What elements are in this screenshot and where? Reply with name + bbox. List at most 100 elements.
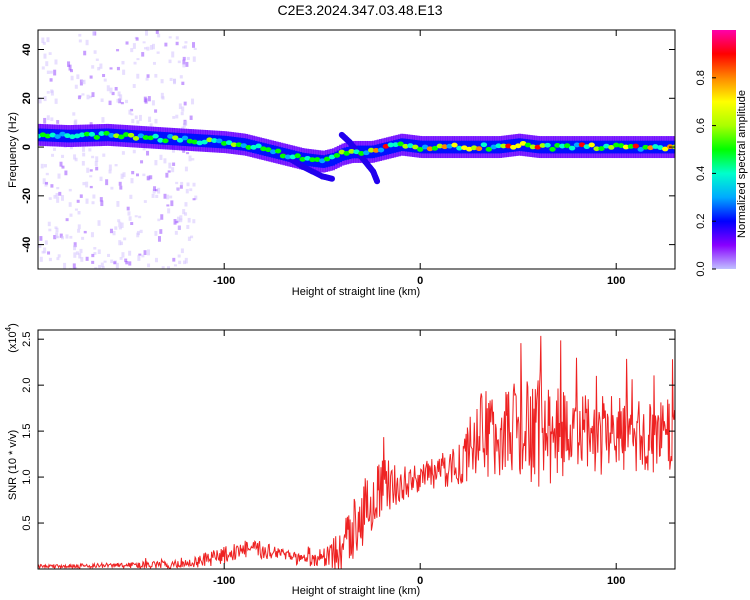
spectrogram-speckle [51,153,55,157]
spectrogram-speckle [72,112,76,116]
spectrogram-speckle [127,211,131,216]
snr-multiplier-base: (x10 [7,331,19,352]
spectrogram-speckle [184,166,188,172]
ridge-core [598,146,605,151]
ridge-branch [329,175,335,182]
spectrogram-speckle [50,89,54,94]
snr-line [38,335,675,569]
spectrogram-speckle [144,30,148,36]
spectrogram-speckle [74,84,78,89]
spectrogram-speckle [108,164,112,171]
ridge-core [83,131,91,137]
spectrogram-speckle [64,170,68,176]
spectrogram-speckle [125,261,129,265]
spectrogram-speckle [67,61,71,67]
ridge-core [603,143,610,149]
ridge-core [652,144,659,149]
ridge-band [329,153,333,167]
spectrogram-speckle [180,248,184,254]
spectrogram-speckle [75,251,79,255]
snr-frame [37,329,676,570]
ridge-core [299,156,306,162]
ridge-core [466,146,473,152]
colorbar: 0.0 0.2 0.4 0.6 0.8 Normalized spectral ampl… [695,30,748,277]
spectrogram-speckle [103,260,107,263]
ridge-band [581,140,585,154]
snr-ytick-label: 2.5 [21,332,33,347]
ridge-core [588,142,595,148]
snr-xlabel: Height of straight line (km) [292,585,420,597]
spectrogram-speckle [186,56,190,60]
spectrogram-speckle [57,173,61,179]
spectrogram-speckle [63,262,67,269]
ridge-core [490,144,497,150]
ridge-band [339,149,343,163]
ridge-core [176,137,184,143]
spectrogram-speckle [157,218,161,222]
spectrogram-speckle [114,226,118,230]
ridge-core [39,132,47,138]
spectrogram-speckle [192,182,196,187]
spectrogram-speckle [132,84,136,88]
spectrogram-speckle [136,232,140,238]
spectrogram-speckle [181,106,185,112]
spectrogram-speckle [116,98,120,103]
spectrogram-ytick-label: -20 [21,188,33,204]
spectrogram-speckle [160,79,164,84]
spectrogram-speckle [118,181,122,186]
spectrogram-speckle [54,59,58,65]
spectrogram-speckle [168,59,172,64]
ridge-core [250,144,257,150]
ridge-core [319,158,326,164]
spectrogram-speckle [61,154,65,158]
spectrogram-speckle [142,41,146,44]
spectrogram-speckle [192,56,196,62]
spectrogram-speckle [46,91,50,94]
ridge-band [616,140,620,154]
ridge-core [93,135,101,140]
spectrogram-speckle [114,86,118,91]
spectrogram-speckle [194,195,198,200]
spectrogram-speckle [61,165,65,169]
spectrogram-speckle [92,194,96,199]
spectrogram-speckle [131,170,135,175]
spectrogram-speckle [118,98,122,104]
spectrogram-speckle [100,98,104,102]
spectrogram-speckle [157,33,161,38]
ridge-core [495,143,502,149]
spectrogram-speckle [73,252,77,258]
spectrogram-speckle [168,162,172,169]
ridge-core [632,143,639,149]
spectrogram-speckle [43,117,47,124]
ridge-band [419,140,423,154]
spectrogram-speckle [146,46,150,51]
spectrogram-speckle [44,240,48,245]
spectrogram-speckle [118,221,122,228]
spectrogram-speckle [164,42,168,47]
spectrogram-speckle [113,261,117,265]
spectrogram-speckle [45,181,49,185]
spectrogram-speckle [136,73,140,79]
spectrogram-speckle [74,157,78,162]
spectrogram-speckle [77,95,81,100]
spectrogram-speckle [39,256,43,262]
ridge-core [59,131,66,137]
spectrogram-speckle [171,167,175,173]
colorbar-tick-label: 0.2 [695,214,707,229]
spectrogram-speckle [172,257,176,262]
ridge-core [417,147,424,152]
spectrogram-ytick-label: 0 [21,144,33,150]
spectrogram-speckle [191,98,195,105]
spectrogram-speckle [182,209,186,215]
spectrogram-speckle [172,116,176,119]
ridge-band [96,128,100,142]
spectrogram-speckle [53,235,57,240]
spectrogram-speckle [179,215,183,221]
ridge-band [480,140,484,154]
ridge-core [412,144,419,150]
spectrogram-speckle [170,200,174,207]
spectrogram-speckle [46,70,50,74]
spectrogram-speckle [179,185,183,189]
ridge-core [441,144,448,150]
ridge-core [338,149,345,155]
